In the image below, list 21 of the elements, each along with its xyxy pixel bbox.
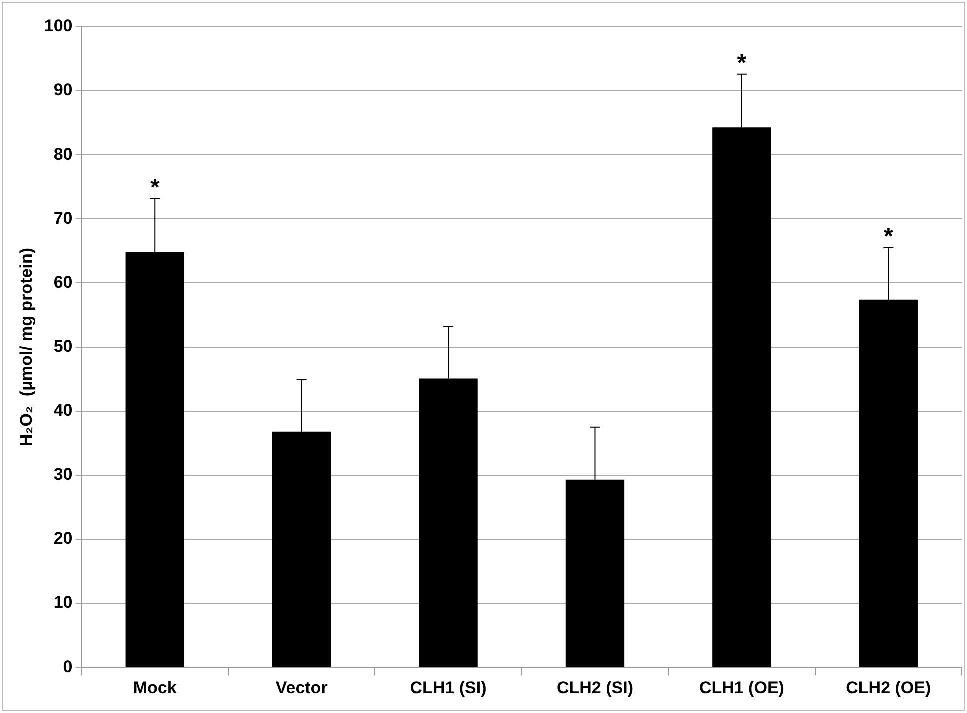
y-tick-label: 100	[44, 16, 73, 36]
y-tick-label: 0	[63, 657, 73, 676]
x-tick-label: CLH2 (SI)	[556, 678, 634, 698]
y-tick-label: 20	[54, 529, 73, 548]
annotation: *	[737, 50, 748, 78]
y-tick-label: 80	[54, 144, 73, 164]
x-tick-label: Mock	[133, 678, 178, 698]
y-tick-label: 60	[54, 272, 73, 292]
annotation: *	[884, 224, 894, 251]
x-tick-label: CLH1 (OE)	[699, 678, 784, 698]
x-tick-label: CLH2 (OE)	[846, 678, 932, 698]
x-tick-label: Vector	[276, 678, 328, 698]
y-tick-label: 30	[54, 465, 73, 484]
x-tick-label: CLH1 (SI)	[410, 678, 487, 698]
y-tick-label: 70	[54, 208, 73, 228]
y-tick-label: 10	[54, 593, 73, 612]
y-tick-label: 90	[54, 80, 73, 100]
y-tick-label: 50	[54, 336, 73, 356]
annotation: *	[150, 174, 160, 202]
y-tick-label: 40	[54, 401, 73, 420]
y-axis-title: H₂O₂ (µmol/ mg protein)	[16, 248, 36, 447]
